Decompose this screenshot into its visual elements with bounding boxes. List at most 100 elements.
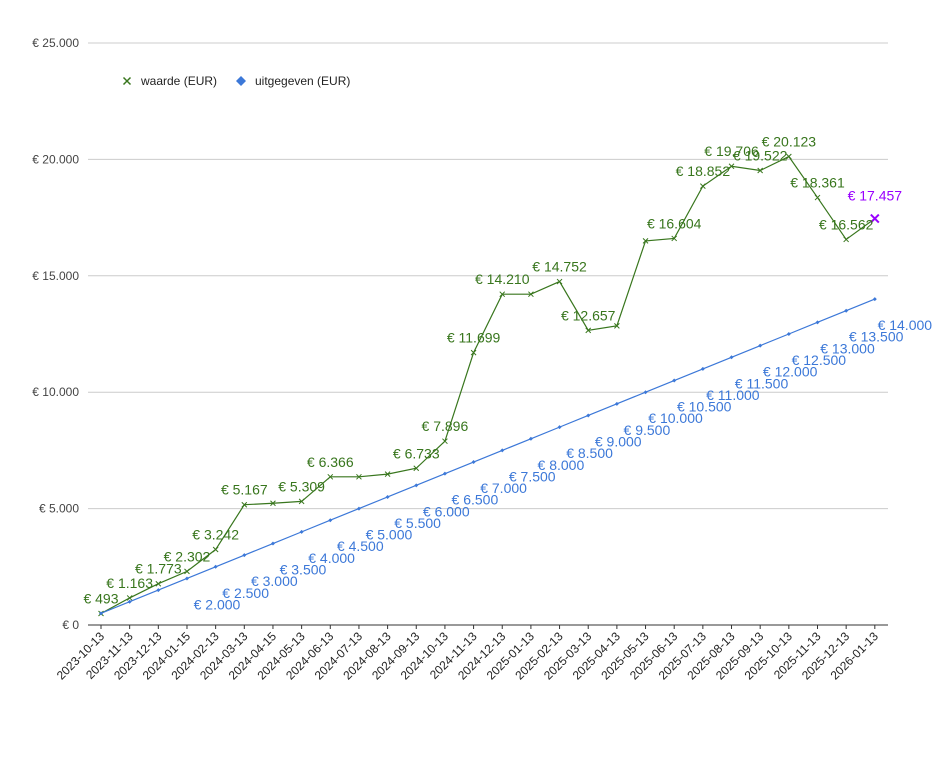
series-layer [98,153,880,617]
waarde-point [870,213,880,224]
uitgegeven-data-label: € 11.500 [735,375,789,391]
waarde-data-label: € 14.210 [475,271,530,287]
waarde-data-label: € 19.522 [733,148,788,164]
y-axis: € 0 € 5.000 € 10.000 € 15.000 € 20.000 € 25.0… [32,36,79,632]
uitgegeven-point [414,483,419,488]
waarde-data-label: € 7.896 [422,418,469,434]
uitgegeven-data-label: € 14.000 [878,317,933,333]
waarde-data-label: € 1.163 [106,575,153,591]
waarde-point [270,500,276,507]
uitgegeven-point [786,332,791,336]
waarde-data-label: € 6.366 [307,454,354,470]
uitgegeven-data-label: € 7.500 [509,468,556,484]
waarde-point [642,238,649,244]
waarde-data-label: € 16.604 [647,215,702,231]
uitgegeven-point [815,320,820,325]
y-tick-label: € 20.000 [32,152,79,166]
y-tick-label: € 0 [62,618,79,632]
waarde-data-label: € 11.699 [447,330,501,346]
uitgegeven-data-label: € 3.500 [280,562,327,578]
uitgegeven-point [328,518,333,523]
uitgegeven-data-label: € 8.000 [538,457,585,473]
waarde-data-label: € 6.733 [393,445,440,461]
waarde-data-label: € 18.852 [676,163,731,179]
waarde-point [184,568,190,575]
uitgegeven-data-label: € 5.000 [366,527,413,543]
uitgegeven-data-label: € 10.000 [648,410,703,426]
waarde-point [814,194,821,201]
waarde-data-label: € 20.123 [762,134,817,150]
legend: waarde (EUR) uitgegeven (EUR) [122,74,350,88]
waarde-point [843,236,850,243]
uitgegeven-point [557,425,562,430]
legend-uitgegeven-marker [236,76,246,86]
uitgegeven-point [213,564,218,569]
waarde-point [785,153,792,160]
uitgegeven-data-label: € 8.500 [566,445,613,461]
uitgegeven-data-label: € 11.000 [706,387,760,403]
waarde-point [470,349,477,356]
waarde-point [499,291,506,298]
uitgegeven-data-label: € 12.500 [792,352,847,368]
waarde-data-label: € 1.773 [135,561,182,577]
uitgegeven-point [156,588,161,593]
y-tick-label: € 15.000 [32,269,79,283]
uitgegeven-data-label: € 2.000 [194,596,241,612]
waarde-data-label: € 2.302 [164,548,211,564]
waarde-data-label: € 5.309 [278,478,325,494]
waarde-data-label: € 18.361 [790,175,845,191]
waarde-point [413,465,420,472]
uitgegeven-line [100,298,876,614]
uitgegeven-point [299,529,304,534]
waarde-data-label: € 493 [83,591,118,607]
uitgegeven-point [844,308,849,313]
waarde-point [442,438,448,445]
waarde-point [757,167,764,174]
uitgegeven-data-label: € 2.500 [222,585,269,601]
uitgegeven-point [242,553,247,558]
uitgegeven-point [643,390,648,395]
waarde-data-label: € 19.706 [704,143,759,159]
uitgegeven-data-label: € 7.000 [480,480,527,496]
uitgegeven-data-label: € 10.500 [677,399,732,415]
uitgegeven-data-label: € 4.500 [337,538,384,554]
uitgegeven-point [872,297,877,302]
uitgegeven-data-label: € 13.000 [820,340,875,356]
uitgegeven-point [356,506,361,511]
legend-waarde-label: waarde (EUR) [140,74,217,88]
uitgegeven-point [729,355,734,360]
waarde-point [728,163,735,170]
uitgegeven-data-label: € 9.500 [624,422,671,438]
waarde-point [126,595,133,601]
waarde-data-label: € 3.242 [192,527,239,543]
y-tick-label: € 5.000 [39,502,79,516]
uitgegeven-point [758,343,763,348]
waarde-point [356,473,362,480]
uitgegeven-point [127,599,132,604]
data-labels: € 493€ 1.163€ 1.773€ 2.302 € 3.242 € 5.167… [83,134,932,613]
waarde-point [585,327,592,334]
uitgegeven-point [528,436,533,441]
uitgegeven-point [99,611,103,616]
uitgegeven-point [471,460,476,465]
waarde-data-label: € 12.657 [561,307,616,323]
waarde-data-label: € 5.167 [221,482,268,498]
gridlines [88,42,888,626]
uitgegeven-data-label: € 13.500 [849,329,904,345]
uitgegeven-data-label: € 6.000 [423,503,470,519]
uitgegeven-point [385,494,390,499]
uitgegeven-point [672,378,677,383]
y-tick-label: € 10.000 [32,385,79,399]
uitgegeven-point [184,576,189,581]
waarde-data-label: € 16.562 [819,216,874,232]
y-tick-label: € 25.000 [32,36,79,50]
waarde-point [155,580,162,587]
waarde-point [671,235,678,242]
waarde-point [614,322,620,329]
legend-uitgegeven-label: uitgegeven (EUR) [255,74,350,88]
waarde-point [528,291,534,298]
waarde-point [556,278,563,285]
uitgegeven-point [614,401,619,406]
waarde-data-label: € 14.752 [532,259,587,275]
waarde-point [327,473,334,480]
